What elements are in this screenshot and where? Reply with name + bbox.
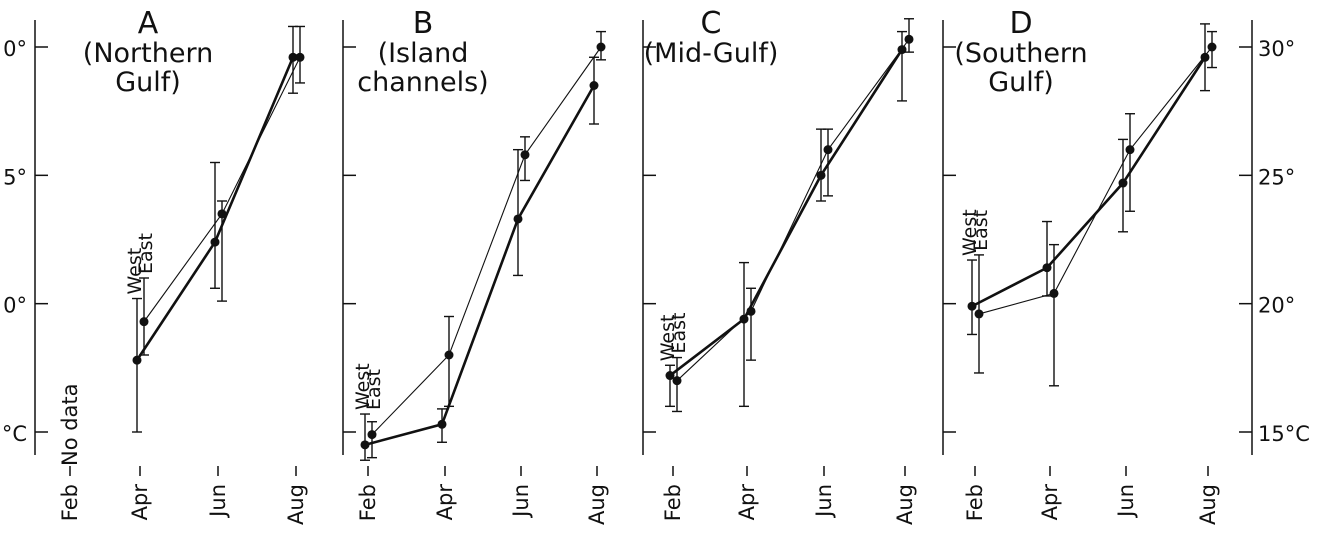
panel-region-label: (Island bbox=[378, 38, 469, 69]
panel-region-label: (Southern bbox=[954, 38, 1087, 69]
series-label-west: West bbox=[124, 248, 146, 295]
data-point-west bbox=[1200, 52, 1210, 62]
data-point-west bbox=[739, 314, 749, 324]
data-point-west bbox=[1118, 178, 1128, 188]
no-data-label: No data bbox=[58, 383, 82, 466]
series-line-west bbox=[364, 84, 596, 447]
left-axis-tick-label: 5° bbox=[3, 165, 27, 189]
data-point-west bbox=[437, 419, 447, 429]
series-label-west: West bbox=[959, 209, 981, 256]
series-label-east: East bbox=[668, 313, 690, 354]
month-label: Apr bbox=[433, 484, 457, 521]
data-point-west bbox=[967, 301, 977, 311]
right-axis-tick-label: 30° bbox=[1258, 37, 1295, 61]
month-label: Aug bbox=[585, 484, 609, 525]
right-axis-tick-label: 20° bbox=[1258, 294, 1295, 318]
data-point-east bbox=[596, 42, 606, 52]
month-label: Jun bbox=[812, 484, 836, 519]
left-axis-tick-label: 0° bbox=[3, 294, 27, 318]
series-line-west bbox=[971, 56, 1207, 308]
data-point-west bbox=[132, 355, 142, 365]
month-label: Feb bbox=[58, 484, 82, 521]
data-point-east bbox=[139, 317, 149, 327]
panel-letter: D bbox=[1009, 6, 1032, 41]
month-label: Jun bbox=[1114, 484, 1138, 519]
data-point-east bbox=[444, 350, 454, 360]
month-label: Feb bbox=[356, 484, 380, 521]
data-point-west bbox=[360, 440, 370, 450]
month-label: Aug bbox=[284, 484, 308, 525]
data-point-east bbox=[672, 376, 682, 386]
panel-letter: A bbox=[138, 6, 159, 41]
month-label: Jun bbox=[206, 484, 230, 519]
data-point-east bbox=[520, 150, 530, 160]
month-label: Apr bbox=[128, 484, 152, 521]
panel-letter: C bbox=[701, 6, 722, 41]
series-line-east bbox=[371, 46, 602, 435]
data-point-east bbox=[217, 209, 227, 219]
series-line-west bbox=[669, 48, 904, 377]
data-point-west bbox=[288, 52, 298, 62]
left-axis-tick-label: °C bbox=[2, 422, 27, 446]
series-label-east: East bbox=[135, 233, 157, 274]
data-point-east bbox=[295, 52, 305, 62]
panel-region-label: (Northern bbox=[83, 38, 213, 69]
month-label: Jun bbox=[509, 484, 533, 519]
data-point-east bbox=[1125, 145, 1135, 155]
series-label-west: West bbox=[657, 315, 679, 362]
data-point-west bbox=[1042, 263, 1052, 273]
data-point-east bbox=[746, 306, 756, 316]
month-label: Apr bbox=[1038, 484, 1062, 521]
data-point-east bbox=[974, 309, 984, 319]
month-label: Feb bbox=[963, 484, 987, 521]
series-line-east bbox=[676, 38, 910, 382]
right-axis-tick-label: 25° bbox=[1258, 165, 1295, 189]
series-label-west: West bbox=[352, 363, 374, 410]
left-axis-tick-label: 0° bbox=[3, 37, 27, 61]
right-axis-tick-label: 15°C bbox=[1258, 422, 1310, 446]
data-point-east bbox=[1207, 42, 1217, 52]
data-point-west bbox=[816, 170, 826, 180]
series-line-east bbox=[978, 46, 1213, 315]
data-point-east bbox=[823, 145, 833, 155]
panel-region-label: channels) bbox=[357, 67, 488, 98]
panel-region-label: Gulf) bbox=[115, 67, 181, 98]
data-point-east bbox=[1049, 288, 1059, 298]
series-label-east: East bbox=[970, 210, 992, 251]
data-point-west bbox=[589, 81, 599, 90]
data-point-west bbox=[665, 371, 675, 381]
panel-region-label: (Mid-Gulf) bbox=[644, 38, 779, 69]
month-label: Aug bbox=[893, 484, 917, 525]
series-label-east: East bbox=[363, 369, 385, 410]
data-point-west bbox=[513, 214, 523, 224]
data-point-east bbox=[367, 430, 377, 440]
data-point-west bbox=[210, 237, 220, 247]
panel-letter: B bbox=[413, 6, 434, 41]
month-label: Apr bbox=[735, 484, 759, 521]
month-label: Feb bbox=[661, 484, 685, 521]
month-label: Aug bbox=[1196, 484, 1220, 525]
data-point-east bbox=[904, 34, 914, 44]
panel-region-label: Gulf) bbox=[988, 67, 1054, 98]
